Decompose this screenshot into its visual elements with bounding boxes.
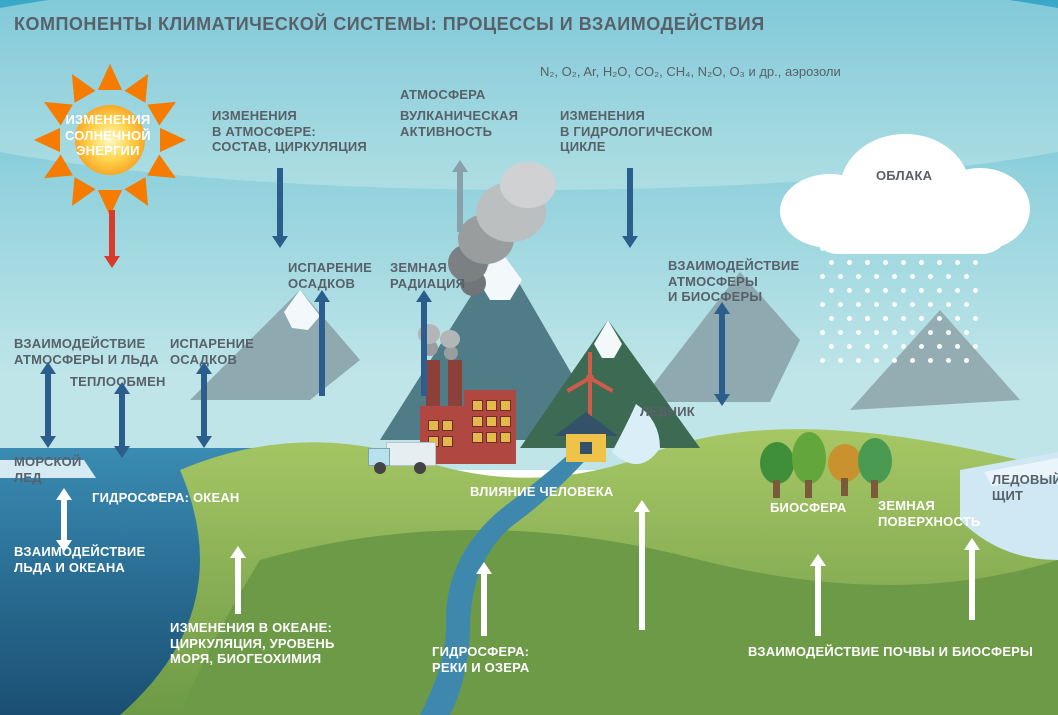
tree-icon [858, 438, 892, 498]
label-evap1: ИСПАРЕНИЕ ОСАДКОВ [288, 260, 372, 291]
arrow-atm-down [272, 168, 288, 238]
precipitation-icon [820, 246, 1000, 386]
label-soil-bio: ВЗАИМОДЕЙСТВИЕ ПОЧВЫ И БИОСФЕРЫ [748, 644, 1033, 660]
label-evap2: ИСПАРЕНИЕ ОСАДКОВ [170, 336, 254, 367]
house-icon [558, 412, 614, 464]
arrow-evap-up [314, 300, 330, 396]
arrow-terr-up [416, 300, 432, 396]
climate-diagram: КОМПОНЕНТЫ КЛИМАТИЧЕСКОЙ СИСТЕМЫ: ПРОЦЕС… [0, 0, 1058, 715]
label-volcano: ВУЛКАНИЧЕСКАЯ АКТИВНОСТЬ [400, 108, 518, 139]
label-iceshield: ЛЕДОВЫЙ ЩИТ [992, 472, 1058, 503]
arrow-atm-bio-ud [714, 312, 730, 396]
label-atm-bio: ВЗАИМОДЕЙСТВИЕ АТМОСФЕРЫ И БИОСФЕРЫ [668, 258, 799, 305]
label-atm-change: ИЗМЕНЕНИЯ В АТМОСФЕРЕ: СОСТАВ, ЦИРКУЛЯЦИ… [212, 108, 367, 155]
tree-icon [792, 432, 826, 498]
arrow-volcano-up [452, 170, 468, 232]
label-hydro-rivers: ГИДРОСФЕРА: РЕКИ И ОЗЕРА [432, 644, 529, 675]
label-atm-ice: ВЗАИМОДЕЙСТВИЕ АТМОСФЕРЫ И ЛЬДА [14, 336, 159, 367]
truck-icon [368, 442, 438, 476]
arrow-atm-ice-ud [40, 372, 56, 438]
label-human: ВЛИЯНИЕ ЧЕЛОВЕКА [470, 484, 614, 500]
arrow-evap2-ud [196, 372, 212, 438]
arrow-human-up [634, 510, 650, 630]
label-ocean-change: ИЗМЕНЕНИЯ В ОКЕАНЕ: ЦИРКУЛЯЦИЯ, УРОВЕНЬ … [170, 620, 335, 667]
label-hydro-ocean: ГИДРОСФЕРА: ОКЕАН [92, 490, 240, 506]
label-clouds: ОБЛАКА [876, 168, 932, 184]
arrow-sun-down [104, 210, 120, 258]
tree-icon [828, 444, 862, 496]
arrow-iceshield-up [964, 548, 980, 620]
label-glacier: ЛЕДНИК [640, 404, 695, 420]
label-atm: АТМОСФЕРА [400, 87, 486, 103]
label-sun: ИЗМЕНЕНИЯ СОЛНЕЧНОЙ ЭНЕРГИИ [65, 112, 151, 159]
arrow-hydro-down [622, 168, 638, 238]
arrow-ocean-up [230, 556, 246, 614]
label-terr-rad: ЗЕМНАЯ РАДИАЦИЯ [390, 260, 465, 291]
arrow-rivers-up [476, 572, 492, 636]
label-surface: ЗЕМНАЯ ПОВЕРХНОСТЬ [878, 498, 980, 529]
label-ice-ocean: ВЗАИМОДЕЙСТВИЕ ЛЬДА И ОКЕАНА [14, 544, 145, 575]
label-biosphere: БИОСФЕРА [770, 500, 846, 516]
arrow-ice-ocean-ud [56, 498, 72, 542]
atmosphere-gases: N₂, O₂, Ar, H₂O, CO₂, CH₄, N₂O, O₃ и др.… [540, 64, 841, 79]
tree-icon [760, 442, 794, 498]
arrow-soil-up [810, 564, 826, 636]
label-hydro-change: ИЗМЕНЕНИЯ В ГИДРОЛОГИЧЕСКОМ ЦИКЛЕ [560, 108, 713, 155]
diagram-title: КОМПОНЕНТЫ КЛИМАТИЧЕСКОЙ СИСТЕМЫ: ПРОЦЕС… [14, 14, 765, 35]
arrow-heat-ud [114, 392, 130, 448]
label-seaice: МОРСКОЙ ЛЕД [14, 454, 81, 485]
